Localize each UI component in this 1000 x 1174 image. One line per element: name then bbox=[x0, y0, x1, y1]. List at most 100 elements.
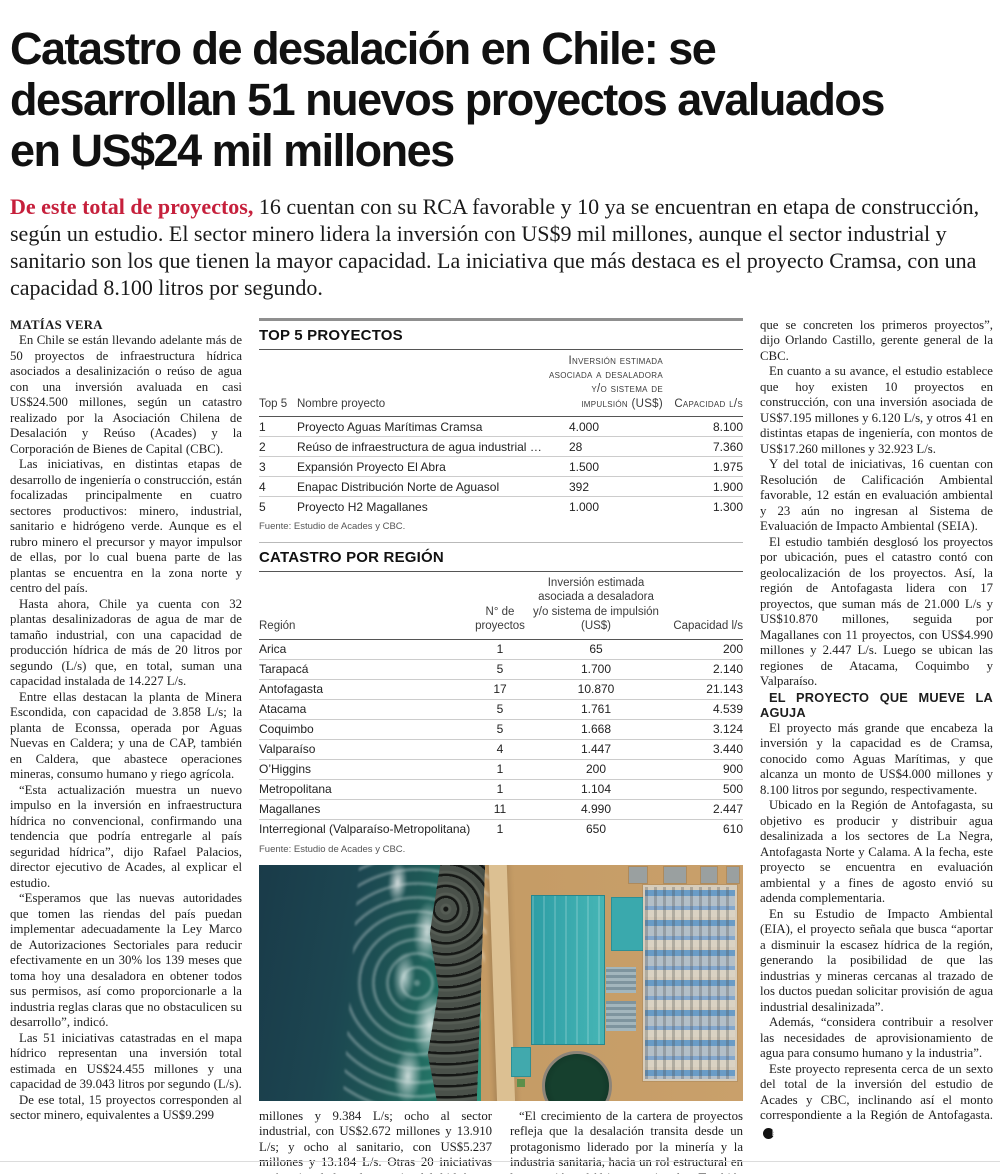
region-source: Fuente: Estudio de Acades y CBC. bbox=[259, 843, 406, 855]
body-paragraph: que se concreten los primeros proyectos”… bbox=[760, 317, 993, 363]
body-paragraph: Hasta ahora, Chile ya cuenta con 32 plan… bbox=[10, 596, 242, 689]
cell-region: Arica bbox=[259, 638, 471, 660]
table-row: Antofagasta 17 10.870 21.143 bbox=[259, 678, 743, 700]
body-paragraph: “El crecimiento de la cartera de proyect… bbox=[510, 1108, 743, 1174]
middle-bottom-left-column: millones y 9.384 L/s; ocho al sector ind… bbox=[259, 1109, 492, 1174]
photo-structure bbox=[701, 866, 717, 883]
top5-table: Top 5 Nombre proyecto Inversión estimada… bbox=[259, 348, 743, 517]
cell-investment: 28 bbox=[547, 436, 663, 457]
cell-rank: 4 bbox=[259, 476, 297, 497]
cell-count: 1 bbox=[471, 638, 529, 660]
section-subhead: EL PROYECTO QUE MUEVE LA AGUJA bbox=[760, 689, 993, 721]
cell-count: 1 bbox=[471, 818, 529, 839]
top5-header-rank: Top 5 bbox=[259, 348, 297, 417]
article-endmark-icon: P bbox=[763, 1127, 777, 1139]
photo-gray-building bbox=[606, 1000, 636, 1031]
top5-infographic: TOP 5 PROYECTOS Top 5 Nombre proyecto In… bbox=[259, 317, 743, 855]
table-row: Interregional (Valparaíso-Metropolitana)… bbox=[259, 818, 743, 839]
region-header-row: Región N° de proyectos Inversión estimad… bbox=[259, 571, 743, 640]
cell-rank: 1 bbox=[259, 416, 297, 437]
photo-structure bbox=[727, 866, 739, 883]
photo-green-structure bbox=[517, 1078, 525, 1087]
body-paragraph: Este proyecto representa cerca de un sex… bbox=[760, 1062, 993, 1140]
body-paragraph: El estudio también desglosó los proyecto… bbox=[760, 534, 993, 689]
cell-project: Proyecto H2 Magallanes bbox=[297, 496, 547, 517]
page-bottom-divider bbox=[0, 1161, 1000, 1162]
cell-count: 4 bbox=[471, 738, 529, 760]
cell-rank: 5 bbox=[259, 496, 297, 517]
cell-investment: 65 bbox=[529, 638, 663, 660]
middle-column: TOP 5 PROYECTOS Top 5 Nombre proyecto In… bbox=[259, 317, 743, 1174]
cell-investment: 10.870 bbox=[529, 678, 663, 700]
cell-investment: 392 bbox=[547, 476, 663, 497]
cell-capacity: 2.140 bbox=[663, 658, 743, 680]
body-paragraph: Las iniciativas, en distintas etapas de … bbox=[10, 457, 242, 596]
photo-structure bbox=[629, 866, 647, 883]
region-table-title: CATASTRO POR REGIÓN bbox=[259, 549, 444, 567]
cell-region: Atacama bbox=[259, 698, 471, 720]
lede-text: 16 cuentan con su RCA favorable y 10 ya … bbox=[10, 193, 980, 301]
cell-capacity: 4.539 bbox=[663, 698, 743, 720]
left-column: MATÍAS VERA En Chile se están llevando a… bbox=[10, 318, 242, 1124]
body-paragraph: El proyecto más grande que encabeza la i… bbox=[760, 720, 993, 797]
cell-capacity: 200 bbox=[663, 638, 743, 660]
body-paragraph: Las 51 iniciativas catastradas en el map… bbox=[10, 1030, 242, 1092]
cell-investment: 4.000 bbox=[547, 416, 663, 437]
table-row: Metropolitana 1 1.104 500 bbox=[259, 778, 743, 800]
cell-capacity: 2.447 bbox=[663, 798, 743, 820]
cell-investment: 1.104 bbox=[529, 778, 663, 800]
cell-investment: 1.761 bbox=[529, 698, 663, 720]
table-row: 5 Proyecto H2 Magallanes 1.000 1.300 bbox=[259, 496, 743, 517]
cell-project: Reúso de infraestructura de agua industr… bbox=[297, 436, 547, 457]
body-paragraph: De ese total, 15 proyectos corresponden … bbox=[10, 1092, 242, 1123]
cell-investment: 200 bbox=[529, 758, 663, 780]
cell-count: 5 bbox=[471, 698, 529, 720]
article-headline: Catastro de desalación en Chile: se desa… bbox=[10, 23, 990, 177]
desalination-plant-aerial-photo bbox=[259, 864, 743, 1101]
cell-project: Expansión Proyecto El Abra bbox=[297, 456, 547, 477]
section-divider bbox=[259, 542, 743, 544]
byline: MATÍAS VERA bbox=[10, 317, 103, 332]
cell-capacity: 1.975 bbox=[663, 456, 743, 477]
cell-investment: 1.668 bbox=[529, 718, 663, 740]
table-row: Tarapacá 5 1.700 2.140 bbox=[259, 658, 743, 680]
cell-region: Coquimbo bbox=[259, 718, 471, 740]
photo-gray-building bbox=[606, 966, 636, 993]
cell-capacity: 3.440 bbox=[663, 738, 743, 760]
cell-count: 1 bbox=[471, 758, 529, 780]
body-paragraph: Entre ellas destacan la planta de Minera… bbox=[10, 689, 242, 782]
photo-osmosis-trains bbox=[645, 886, 735, 1079]
table-row: 4 Enapac Distribución Norte de Aguasol 3… bbox=[259, 476, 743, 497]
cell-rank: 3 bbox=[259, 456, 297, 477]
table-row: Coquimbo 5 1.668 3.124 bbox=[259, 718, 743, 740]
region-header-investment: Inversión estimada asociada a desaladora… bbox=[529, 571, 663, 640]
cell-investment: 1.447 bbox=[529, 738, 663, 760]
cell-investment: 1.700 bbox=[529, 658, 663, 680]
photo-equipment-pad bbox=[643, 884, 737, 1081]
body-paragraph: En su Estudio de Impacto Ambiental (EIA)… bbox=[760, 906, 993, 1014]
cell-region: Tarapacá bbox=[259, 658, 471, 680]
region-header-count: N° de proyectos bbox=[471, 571, 529, 640]
body-paragraph: “Esta actualización muestra un nuevo imp… bbox=[10, 782, 242, 890]
cell-rank: 2 bbox=[259, 436, 297, 457]
cell-project: Proyecto Aguas Marítimas Cramsa bbox=[297, 416, 547, 437]
cell-region: Valparaíso bbox=[259, 738, 471, 760]
cell-investment: 1.500 bbox=[547, 456, 663, 477]
region-header-region: Región bbox=[259, 571, 471, 640]
cell-count: 17 bbox=[471, 678, 529, 700]
article-columns: MATÍAS VERA En Chile se están llevando a… bbox=[10, 317, 993, 1174]
cell-capacity: 610 bbox=[663, 818, 743, 839]
cell-count: 11 bbox=[471, 798, 529, 820]
top5-header-capacity: Capacidad l/s bbox=[663, 348, 743, 417]
headline-line-1: Catastro de desalación en Chile: se bbox=[10, 23, 717, 74]
photo-small-teal-building bbox=[511, 1046, 531, 1077]
body-paragraph: En Chile se están llevando adelante más … bbox=[10, 333, 242, 456]
top5-source: Fuente: Estudio de Acades y CBC. bbox=[259, 521, 406, 533]
cell-region: Magallanes bbox=[259, 798, 471, 820]
body-paragraph: “Esperamos que las nuevas autoridades qu… bbox=[10, 891, 242, 1030]
top5-header-investment: Inversión estimada asociada a desaladora… bbox=[547, 348, 663, 417]
top5-header-row: Top 5 Nombre proyecto Inversión estimada… bbox=[259, 348, 743, 417]
cell-project: Enapac Distribución Norte de Aguasol bbox=[297, 476, 547, 497]
cell-capacity: 21.143 bbox=[663, 678, 743, 700]
photo-circular-pond bbox=[542, 1050, 612, 1101]
